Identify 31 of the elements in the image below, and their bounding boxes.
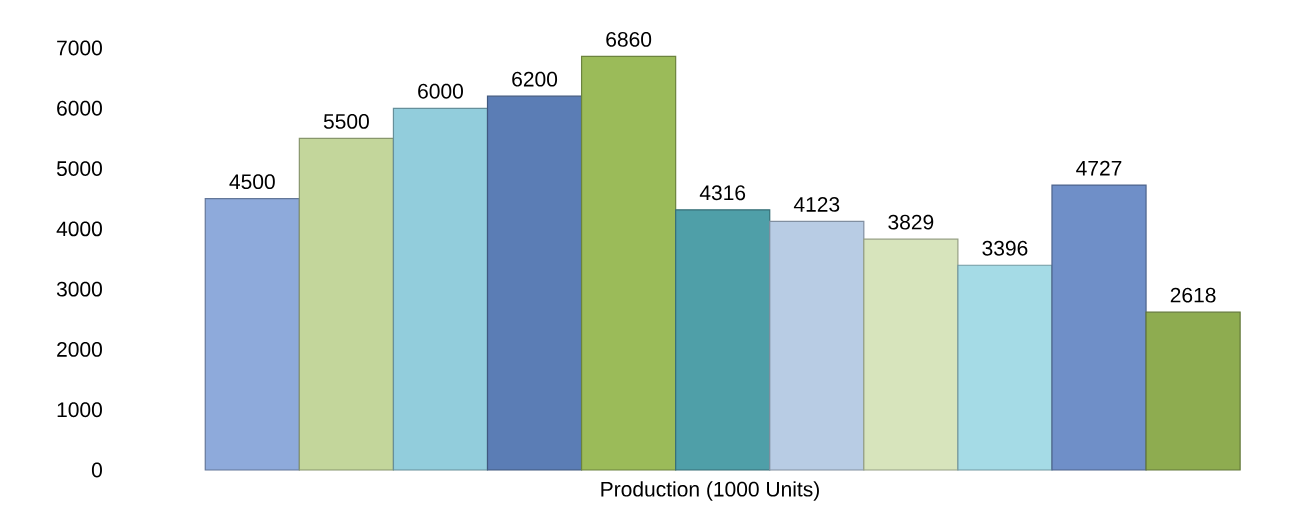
y-tick-label: 6000 [57,100,102,116]
bar [486,95,583,471]
bar [204,198,300,471]
y-tick-label: 2000 [57,342,102,357]
bar [298,137,395,471]
bar [580,55,677,471]
y-tick-label: 7000 [57,40,102,56]
y-tick-label: 3000 [56,281,102,297]
data-label: 3396 [982,240,1028,256]
bar [769,220,865,471]
y-tick-label: 0 [91,462,102,478]
data-label: 2618 [1170,287,1216,303]
bar [1051,184,1147,471]
x-axis-title: Production (1000 Units) [601,481,819,501]
data-label: 4316 [699,185,746,201]
bar [863,238,959,471]
data-label: 4123 [793,196,840,212]
data-label: 3829 [888,214,934,230]
y-tick-label: 5000 [56,161,102,176]
y-tick-label: 4000 [56,221,102,237]
bar [392,107,489,471]
data-label: 4500 [229,174,275,190]
data-label: 6200 [512,71,558,87]
bar [675,209,771,471]
bar [1145,311,1241,471]
y-tick-label: 1000 [57,402,102,418]
bar [957,264,1053,471]
data-label: 4727 [1076,160,1122,176]
data-label: 5500 [323,113,369,129]
data-label: 6860 [606,31,652,47]
data-label: 6000 [418,83,463,99]
